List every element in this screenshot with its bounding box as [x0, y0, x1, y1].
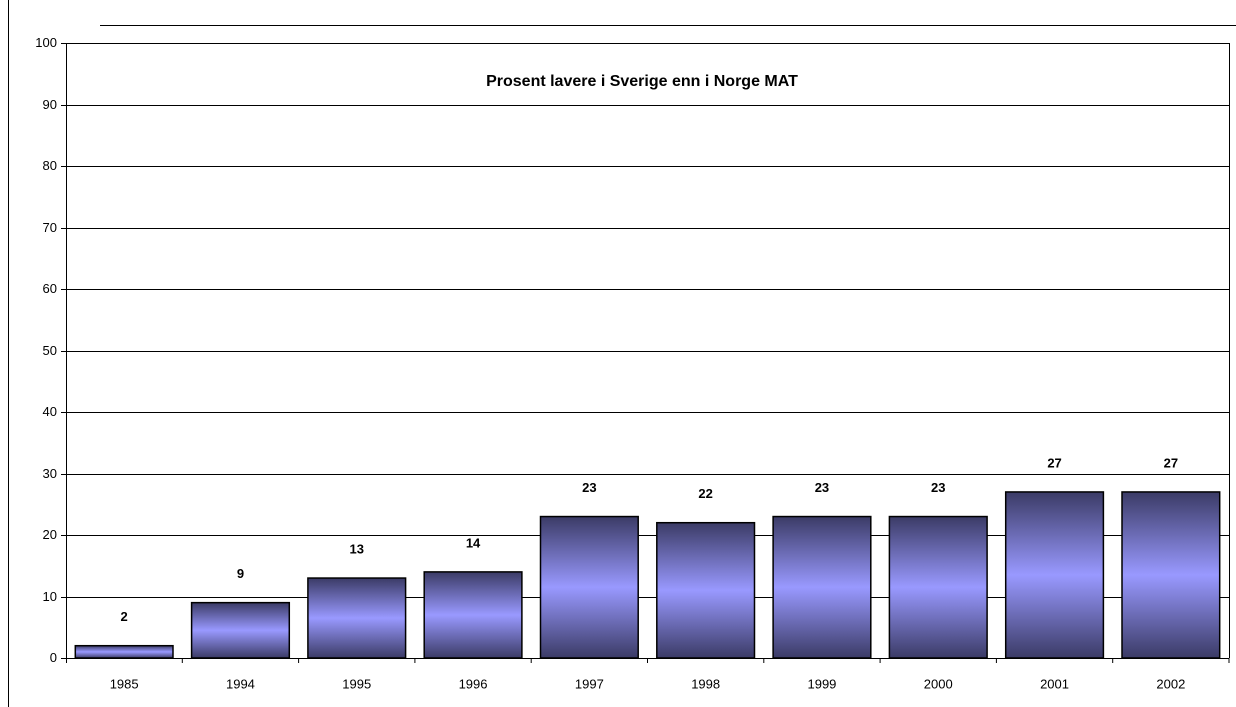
bar [74, 644, 174, 659]
x-tick-label: 1996 [459, 676, 488, 691]
bar [307, 577, 407, 659]
y-tick-label: 90 [43, 97, 57, 112]
y-tick-label: 40 [43, 404, 57, 419]
chart-title: Prosent lavere i Sverige enn i Norge MAT [486, 73, 798, 90]
bar [772, 515, 872, 659]
x-tick-label: 2001 [1040, 676, 1069, 691]
data-label: 9 [237, 566, 244, 581]
y-tick-label: 30 [43, 466, 57, 481]
data-label: 14 [466, 535, 481, 550]
data-label: 23 [582, 480, 596, 495]
x-tick-label: 1985 [110, 676, 139, 691]
x-tick-label: 1999 [807, 676, 836, 691]
y-tick-label: 50 [43, 343, 57, 358]
x-tick-label: 1998 [691, 676, 720, 691]
y-tick-label: 100 [35, 35, 57, 50]
y-tick-label: 60 [43, 281, 57, 296]
bar [190, 601, 291, 659]
x-tick-label: 1994 [226, 676, 255, 691]
bar [539, 515, 639, 659]
data-label: 23 [815, 480, 829, 495]
y-tick-label: 80 [43, 158, 57, 173]
x-tick-label: 1997 [575, 676, 604, 691]
bar [1004, 491, 1105, 659]
y-tick-label: 70 [43, 220, 57, 235]
bar [1121, 491, 1221, 659]
data-label: 27 [1047, 455, 1061, 470]
data-label: 27 [1164, 455, 1178, 470]
y-tick-label: 0 [50, 650, 57, 665]
x-tick-label: 2002 [1156, 676, 1185, 691]
data-label: 13 [350, 541, 364, 556]
y-tick-label: 10 [43, 589, 57, 604]
x-tick-label: 2000 [924, 676, 953, 691]
x-tick-label: 1995 [342, 676, 371, 691]
y-tick-label: 20 [43, 527, 57, 542]
bar [888, 515, 988, 659]
data-label: 23 [931, 480, 945, 495]
data-label: 22 [698, 486, 712, 501]
bar [656, 521, 756, 659]
bar [423, 571, 523, 659]
data-label: 2 [121, 609, 128, 624]
